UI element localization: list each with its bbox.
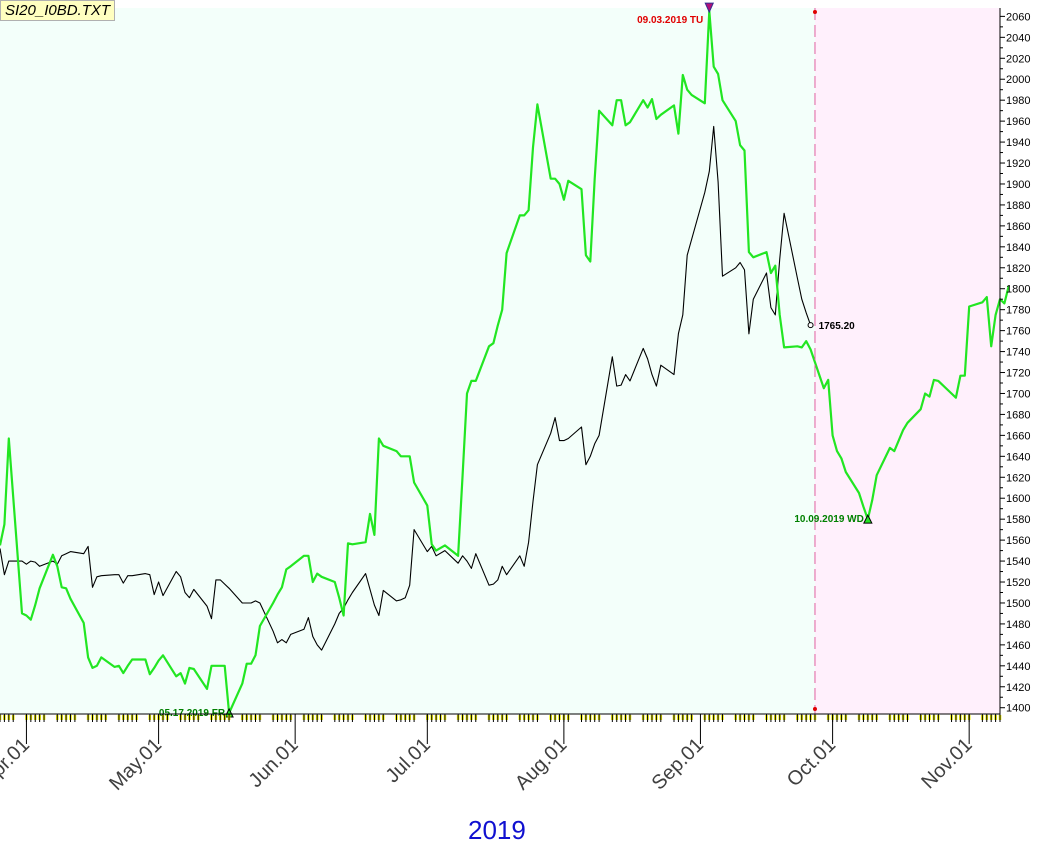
black-line-series [0, 125, 812, 651]
y-tick-label: 1880 [1006, 200, 1030, 212]
y-tick-label: 1980 [1006, 95, 1030, 107]
y-tick-label: 1580 [1006, 514, 1030, 526]
series-layer [0, 10, 1010, 715]
x-tick-label: Oct.01 [783, 734, 840, 791]
y-tick-label: 1560 [1006, 535, 1030, 547]
history-background [0, 8, 815, 714]
y-tick-label: 1480 [1006, 619, 1030, 631]
last-value-label: 1765.20 [819, 321, 856, 332]
trough-date-label: 05.17.2019 FR [159, 708, 226, 719]
x-tick-label: Aug.01 [511, 734, 571, 794]
y-tick-label: 1440 [1006, 661, 1030, 673]
last-value-dot [807, 322, 814, 329]
y-tick-label: 1840 [1006, 242, 1030, 254]
y-tick-label: 1780 [1006, 305, 1030, 317]
peak-marker [704, 2, 715, 14]
x-tick-label: Jun.01 [245, 734, 303, 792]
divider-bottom-dot [812, 707, 817, 711]
y-tick-label: 1800 [1006, 284, 1030, 296]
chart-file-title: SI20_I0BD.TXT [0, 0, 116, 21]
y-tick-label: 1620 [1006, 472, 1030, 484]
x-tick-label: Apr.01 [0, 734, 34, 790]
trough-marker [863, 514, 873, 524]
y-tick-label: 1740 [1006, 347, 1030, 359]
green-line-series [0, 10, 1010, 715]
divider-top-dot [812, 10, 817, 14]
y-tick-label: 2040 [1006, 32, 1030, 44]
forecast-background [814, 8, 1000, 714]
x-tick-label: Jul.01 [382, 734, 435, 787]
y-tick-label: 2000 [1006, 74, 1030, 86]
peak-date-label: 09.03.2019 TU [637, 15, 703, 26]
x-day-bar [0, 715, 2, 720]
y-tick-label: 1640 [1006, 451, 1030, 463]
y-tick-label: 1660 [1006, 430, 1030, 442]
y-tick-label: 1900 [1006, 179, 1030, 191]
y-tick-label: 1520 [1006, 577, 1030, 589]
y-tick-label: 1820 [1006, 263, 1030, 275]
y-tick-label: 1760 [1006, 326, 1030, 338]
x-axis: Apr.01 May.01 Jun.01 Jul.01 Aug.01 Sep.01 Oct.… [0, 713, 1002, 795]
y-tick-label: 1420 [1006, 682, 1030, 694]
y-tick-label: 1400 [1006, 703, 1030, 715]
x-tick-label: Sep.01 [648, 734, 708, 794]
y-tick-label: 1680 [1006, 409, 1030, 421]
y-tick-label: 1920 [1006, 158, 1030, 170]
marker-layer: 09.03.2019 TU 05.17.2019 FR 10.09.2019 WD 1… [159, 2, 873, 719]
y-tick-label: 1720 [1006, 368, 1030, 380]
x-axis-year-label: 2019 [468, 815, 526, 845]
y-tick-label: 1700 [1006, 388, 1030, 400]
y-tick-label: 1600 [1006, 493, 1030, 505]
y-tick-label: 1540 [1006, 556, 1030, 568]
x-tick-label: May.01 [105, 734, 166, 795]
y-tick-label: 2020 [1006, 53, 1030, 65]
y-tick-label: 1460 [1006, 640, 1030, 652]
y-tick-label: 2060 [1006, 11, 1030, 23]
y-tick-label: 1960 [1006, 116, 1030, 128]
y-tick-label: 1860 [1006, 221, 1030, 233]
y-axis: 1400 1420 1440 1460 1480 1500 1520 1540 1560 1580… [999, 8, 1030, 715]
y-tick-label: 1500 [1006, 598, 1030, 610]
trough-date-label: 10.09.2019 WD [794, 514, 864, 525]
y-tick-label: 1940 [1006, 137, 1030, 149]
x-tick-label: Nov.01 [917, 734, 976, 793]
